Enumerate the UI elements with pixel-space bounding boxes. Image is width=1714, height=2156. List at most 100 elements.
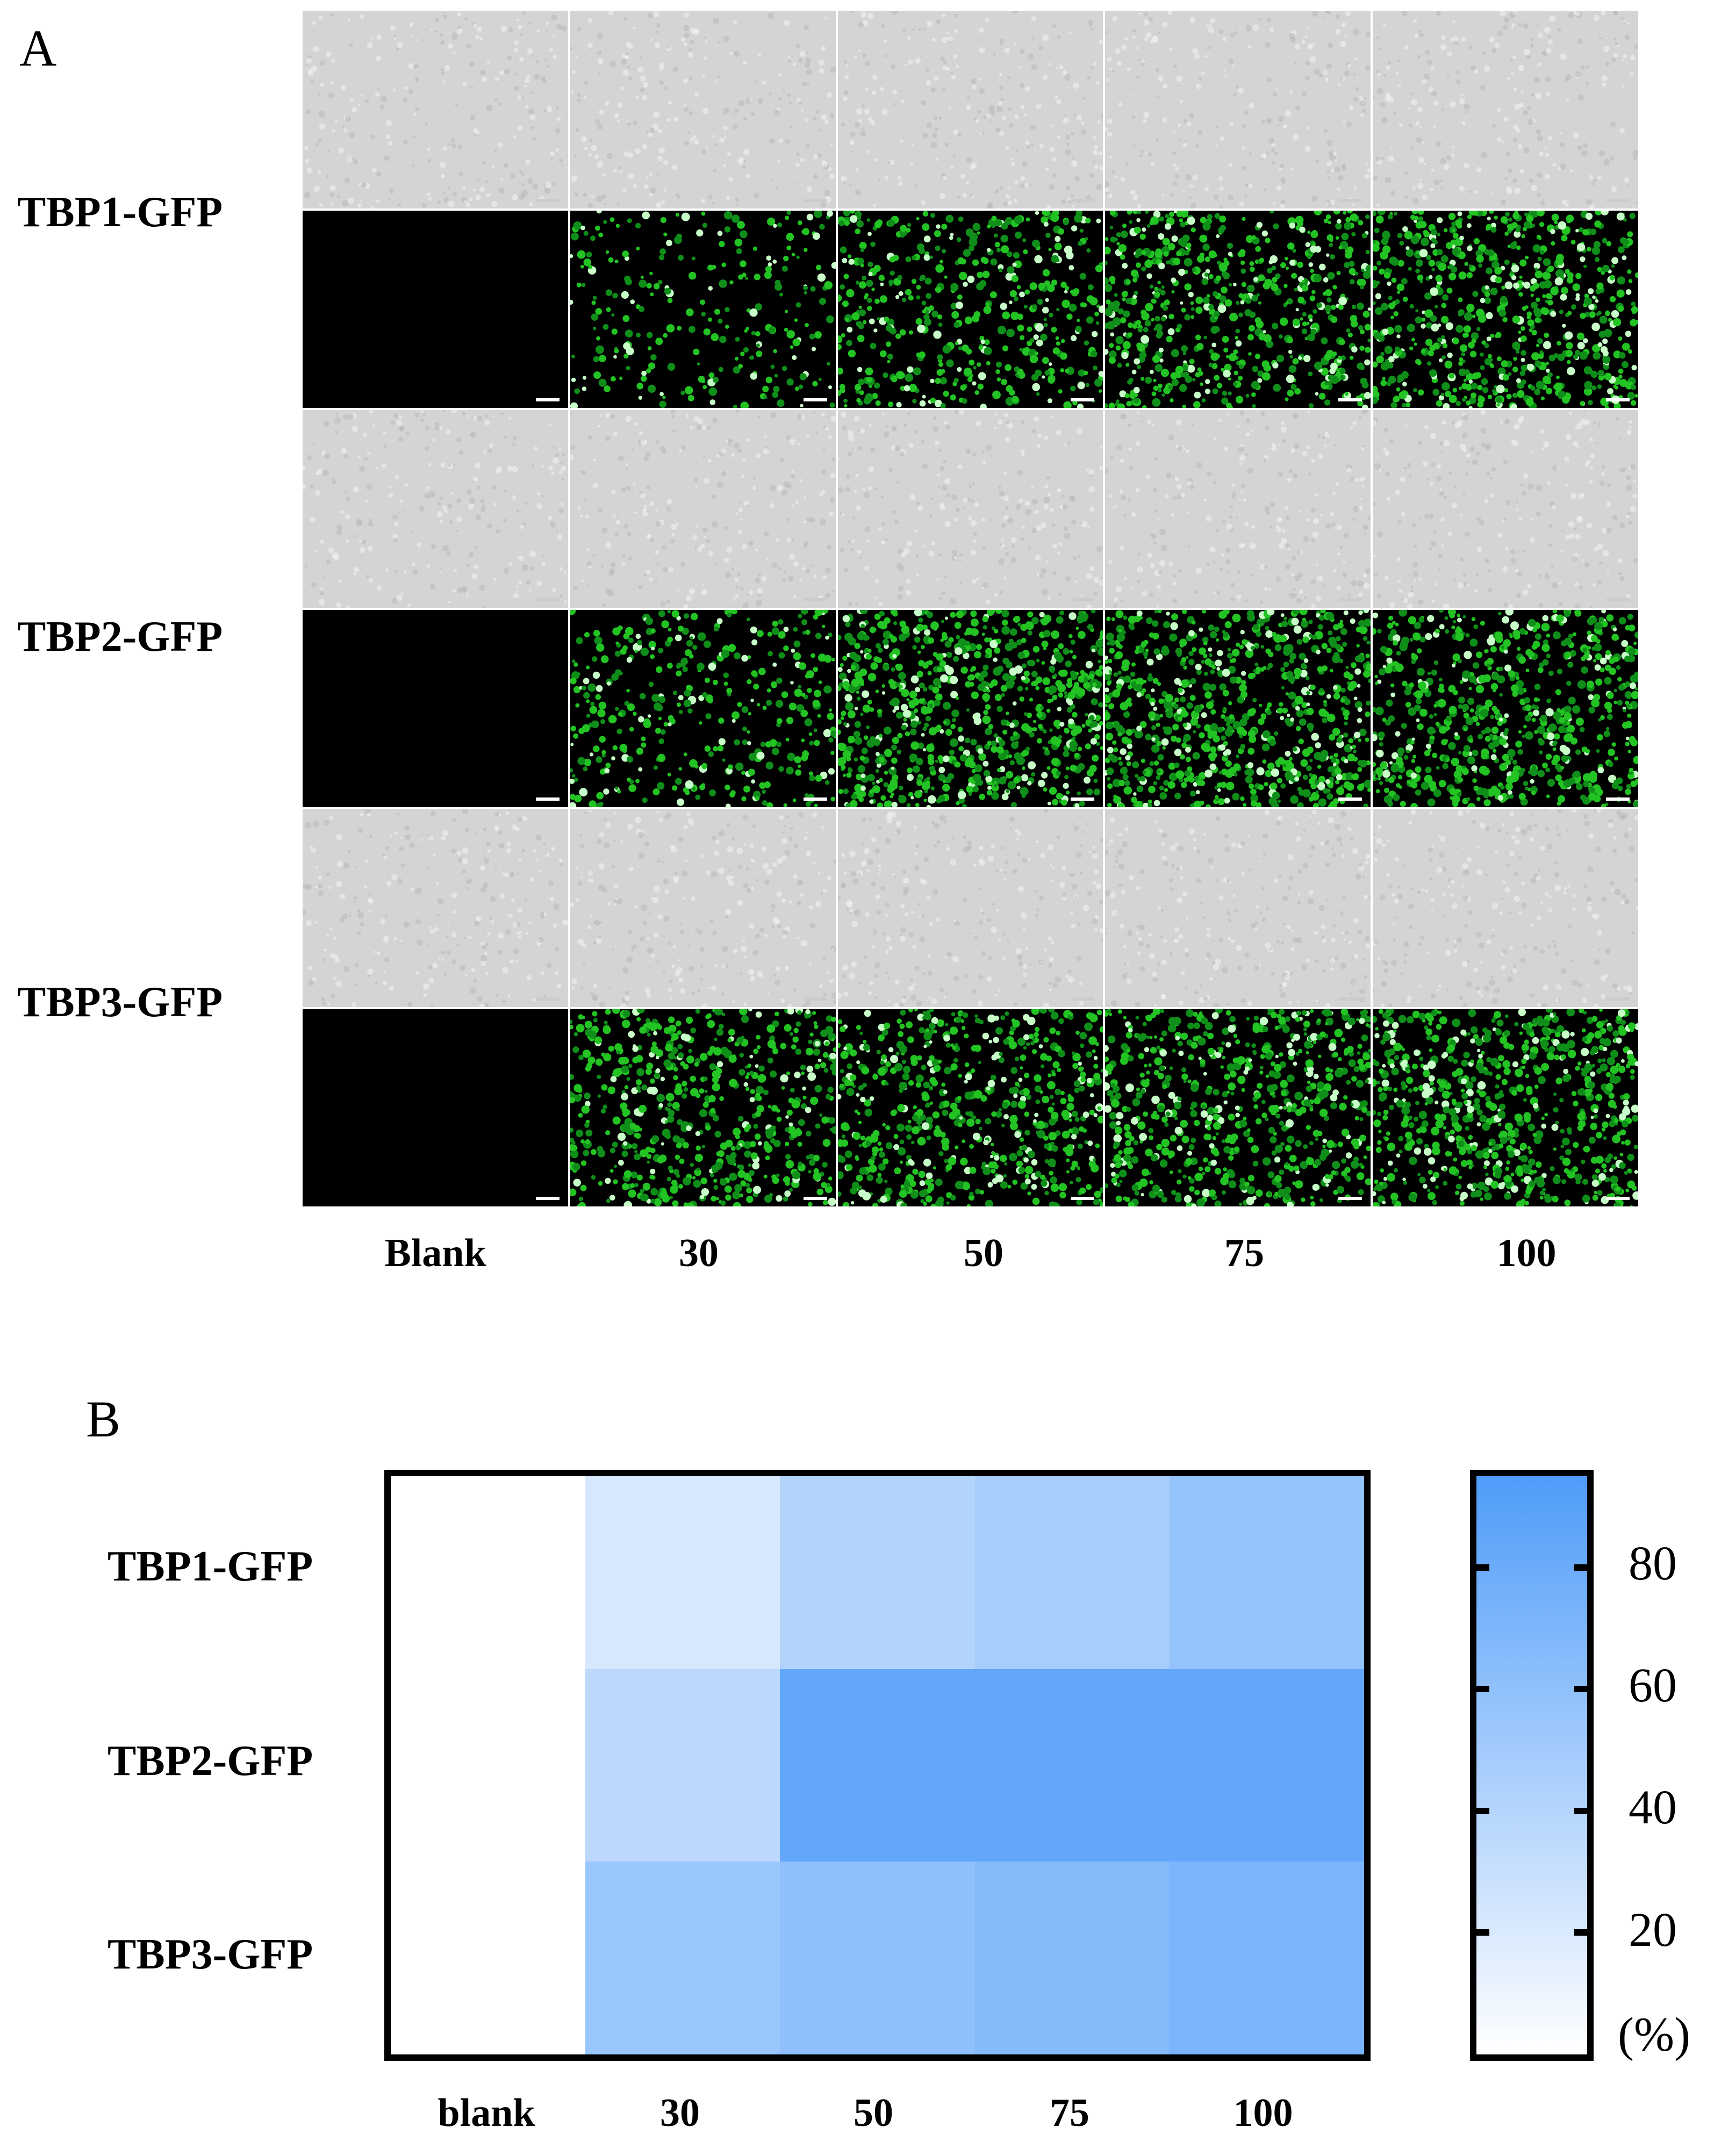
gfp-image-tbp3-blank — [303, 1009, 568, 1206]
brightfield-image-tbp3-50 — [837, 809, 1103, 1007]
heatmap-col-label-100: 100 — [1233, 2091, 1293, 2135]
scale-bar — [1605, 997, 1630, 1001]
heatmap-row-label-tbp1: TBP1-GFP — [107, 1543, 313, 1590]
scale-bar — [1338, 198, 1362, 202]
scale-bar — [1605, 198, 1630, 202]
heatmap — [384, 1470, 1371, 2061]
scale-bar — [1071, 198, 1095, 202]
heatmap-frame — [384, 1470, 1371, 2061]
brightfield-image-tbp2-30 — [570, 410, 836, 608]
scale-bar — [1071, 997, 1095, 1001]
scale-bar — [803, 997, 827, 1001]
heatmap-cell-tbp1-50 — [780, 1476, 976, 1670]
column-label-75: 75 — [1224, 1231, 1264, 1275]
row-label-tbp3: TBP3-GFP — [17, 979, 223, 1026]
scale-bar — [1071, 398, 1095, 401]
scale-bar — [1071, 797, 1095, 801]
scale-bar — [803, 198, 827, 202]
gfp-image-tbp2-30 — [570, 609, 836, 807]
heatmap-cell-tbp1-30 — [585, 1476, 780, 1670]
scale-bar — [535, 797, 560, 801]
scale-bar — [535, 198, 560, 202]
colorbar-unit-label: (%) — [1618, 2008, 1690, 2061]
micrograph-grid — [303, 11, 1638, 1206]
scale-bar — [535, 398, 560, 401]
heatmap-cell-tbp2-100 — [1169, 1669, 1365, 1862]
brightfield-image-tbp3-75 — [1105, 809, 1371, 1007]
scale-bar — [1605, 797, 1630, 801]
gfp-image-tbp1-100 — [1373, 210, 1638, 408]
colorbar — [1470, 1470, 1594, 2061]
brightfield-image-tbp1-75 — [1105, 11, 1371, 209]
brightfield-image-tbp2-75 — [1105, 410, 1371, 608]
colorbar-tick-20-right — [1574, 1929, 1587, 1936]
heatmap-row-label-tbp3: TBP3-GFP — [107, 1931, 313, 1978]
scale-bar — [1338, 398, 1362, 401]
row-label-tbp1: TBP1-GFP — [17, 189, 223, 236]
brightfield-image-tbp1-blank — [303, 11, 568, 209]
gfp-image-tbp3-50 — [837, 1009, 1103, 1206]
panel-a-label: A — [19, 19, 57, 77]
scale-bar — [803, 1197, 827, 1200]
scale-bar — [1071, 598, 1095, 601]
gfp-image-tbp3-100 — [1373, 1009, 1638, 1206]
colorbar-tick-label-20: 20 — [1629, 1903, 1677, 1957]
heatmap-cell-tbp3-75 — [974, 1862, 1170, 2055]
colorbar-tick-60-right — [1574, 1686, 1587, 1693]
heatmap-col-label-75: 75 — [1050, 2091, 1089, 2135]
scale-bar — [535, 1197, 560, 1200]
scale-bar — [1338, 797, 1362, 801]
gfp-image-tbp2-75 — [1105, 609, 1371, 807]
gfp-image-tbp2-blank — [303, 609, 568, 807]
heatmap-cell-tbp2-blank — [391, 1669, 586, 1862]
heatmap-row-label-tbp2: TBP2-GFP — [107, 1737, 313, 1785]
brightfield-image-tbp2-100 — [1373, 410, 1638, 608]
heatmap-cell-tbp3-100 — [1169, 1862, 1365, 2055]
heatmap-col-label-50: 50 — [854, 2091, 893, 2135]
gfp-image-tbp1-75 — [1105, 210, 1371, 408]
colorbar-tick-80-right — [1574, 1564, 1587, 1571]
scale-bar — [1338, 997, 1362, 1001]
heatmap-col-label-30: 30 — [660, 2091, 700, 2135]
row-label-tbp2: TBP2-GFP — [17, 613, 223, 660]
gfp-image-tbp2-100 — [1373, 609, 1638, 807]
colorbar-tick-80-left — [1476, 1564, 1489, 1571]
heatmap-cell-tbp1-100 — [1169, 1476, 1365, 1670]
heatmap-cell-tbp1-blank — [391, 1476, 586, 1670]
scale-bar — [1605, 398, 1630, 401]
heatmap-cell-tbp3-50 — [780, 1862, 976, 2055]
gfp-image-tbp1-30 — [570, 210, 836, 408]
gfp-image-tbp3-75 — [1105, 1009, 1371, 1206]
column-label-blank: Blank — [384, 1231, 486, 1275]
scale-bar — [535, 997, 560, 1001]
colorbar-tick-label-40: 40 — [1629, 1781, 1677, 1834]
gfp-image-tbp2-50 — [837, 609, 1103, 807]
heatmap-cell-tbp2-75 — [974, 1669, 1170, 1862]
panel-b-label: B — [86, 1390, 121, 1448]
scale-bar — [1605, 598, 1630, 601]
colorbar-tick-20-left — [1476, 1929, 1489, 1936]
heatmap-cell-tbp2-50 — [780, 1669, 976, 1862]
brightfield-image-tbp2-blank — [303, 410, 568, 608]
column-label-100: 100 — [1496, 1231, 1557, 1275]
colorbar-tick-label-60: 60 — [1629, 1659, 1677, 1712]
scale-bar — [803, 797, 827, 801]
heatmap-cell-tbp3-30 — [585, 1862, 780, 2055]
scale-bar — [1071, 1197, 1095, 1200]
scale-bar — [1605, 1197, 1630, 1200]
gfp-image-tbp3-30 — [570, 1009, 836, 1206]
brightfield-image-tbp3-blank — [303, 809, 568, 1007]
gfp-image-tbp1-50 — [837, 210, 1103, 408]
heatmap-cell-tbp1-75 — [974, 1476, 1170, 1670]
scale-bar — [803, 398, 827, 401]
heatmap-col-label-blank: blank — [438, 2091, 535, 2135]
brightfield-image-tbp2-50 — [837, 410, 1103, 608]
brightfield-image-tbp3-100 — [1373, 809, 1638, 1007]
scale-bar — [1338, 1197, 1362, 1200]
colorbar-tick-label-80: 80 — [1629, 1537, 1677, 1590]
colorbar-tick-40-left — [1476, 1807, 1489, 1814]
scale-bar — [535, 598, 560, 601]
scale-bar — [803, 598, 827, 601]
heatmap-cell-tbp2-30 — [585, 1669, 780, 1862]
colorbar-tick-60-left — [1476, 1686, 1489, 1693]
